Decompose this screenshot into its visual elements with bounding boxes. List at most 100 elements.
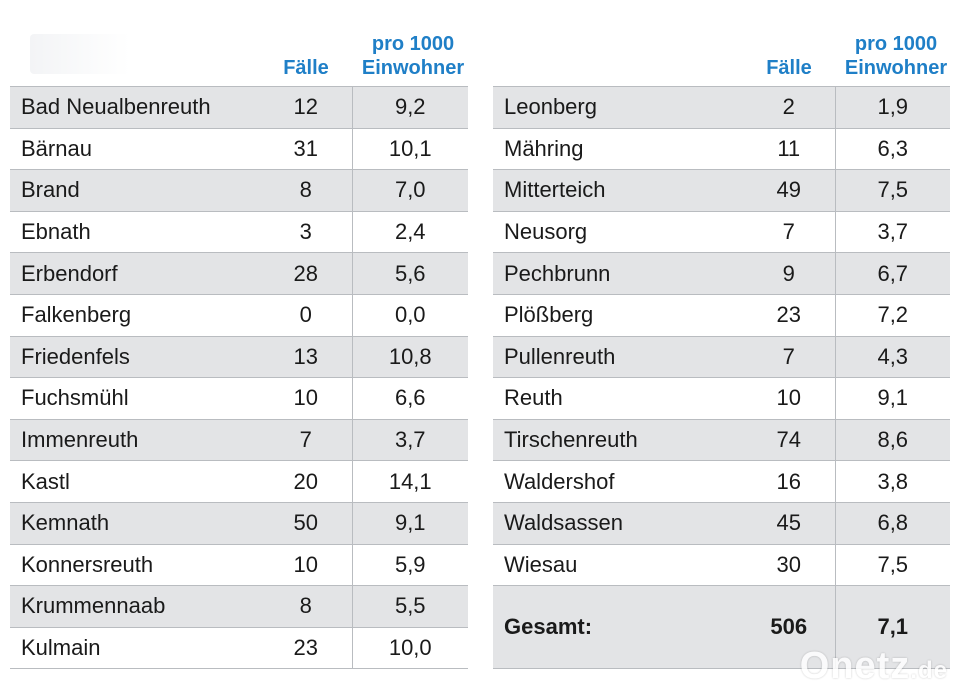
rate-cell: 7,2 — [834, 293, 950, 337]
cases-cell: 23 — [260, 626, 352, 670]
rate-cell: 7,5 — [834, 169, 950, 212]
table-row: Ebnath 3 2,4 — [10, 210, 468, 253]
table-row: Tirschenreuth 74 8,6 — [493, 418, 950, 461]
rate-column-header: pro 1000 Einwohner — [841, 32, 951, 80]
rate-cell: 3,7 — [351, 418, 468, 461]
table-row: Friedenfels 13 10,8 — [10, 335, 468, 378]
rate-cell: 5,5 — [351, 585, 468, 628]
rate-column-header: pro 1000 Einwohner — [358, 32, 468, 80]
municipality-cell: Bad Neualbenreuth — [10, 86, 260, 129]
municipality-cell: Fuchsmühl — [10, 377, 260, 420]
cases-cell: 7 — [260, 418, 352, 461]
rate-cell: 14,1 — [351, 460, 468, 503]
cases-cell: 11 — [743, 127, 835, 170]
municipality-cell: Mitterteich — [493, 169, 743, 212]
rate-cell: 3,8 — [834, 460, 950, 503]
rate-cell: 0,0 — [351, 293, 468, 337]
total-row: Gesamt: 506 7,1 — [493, 585, 950, 670]
rate-cell: 1,9 — [834, 86, 950, 129]
municipality-cell: Bärnau — [10, 127, 260, 170]
municipality-cell: Kulmain — [10, 626, 260, 670]
table-row: Mitterteich 49 7,5 — [493, 169, 950, 212]
municipality-cell: Reuth — [493, 377, 743, 420]
cases-cell: 2 — [743, 86, 835, 129]
cases-cell: 13 — [260, 335, 352, 378]
left-table-header: Fälle pro 1000 Einwohner — [10, 0, 468, 86]
total-cases: 506 — [743, 585, 835, 670]
table-row: Neusorg 7 3,7 — [493, 210, 950, 253]
municipality-cell: Pullenreuth — [493, 335, 743, 378]
rate-cell: 10,8 — [351, 335, 468, 378]
municipality-cell: Kemnath — [10, 501, 260, 545]
cases-cell: 23 — [743, 293, 835, 337]
cases-cell: 10 — [260, 377, 352, 420]
right-table-header: Fälle pro 1000 Einwohner — [493, 0, 950, 86]
rate-cell: 9,1 — [351, 501, 468, 545]
faelle-column-header: Fälle — [283, 57, 329, 79]
cases-cell: 50 — [260, 501, 352, 545]
municipality-cell: Krummennaab — [10, 585, 260, 628]
municipality-cell: Ebnath — [10, 210, 260, 253]
municipality-cell: Immenreuth — [10, 418, 260, 461]
table-row: Konnersreuth 10 5,9 — [10, 543, 468, 586]
table-row: Leonberg 2 1,9 — [493, 86, 950, 129]
rate-cell: 3,7 — [834, 210, 950, 253]
rate-cell: 9,2 — [351, 86, 468, 129]
municipality-cell: Plößberg — [493, 293, 743, 337]
watermark-main: Onetz — [799, 645, 911, 687]
right-data-table: Leonberg 2 1,9 Mähring 11 6,3 Mitterteich 49 7,5… — [493, 86, 950, 670]
municipality-cell: Waldershof — [493, 460, 743, 503]
rate-cell: 7,5 — [834, 543, 950, 586]
rate-cell: 6,6 — [351, 377, 468, 420]
left-data-table: Bad Neualbenreuth 12 9,2 Bärnau 31 10,1 Brand 8… — [10, 86, 468, 670]
watermark-suffix: .de — [910, 657, 948, 684]
table-row: Falkenberg 0 0,0 — [10, 293, 468, 337]
municipality-cell: Leonberg — [493, 86, 743, 129]
table-row: Waldsassen 45 6,8 — [493, 501, 950, 545]
municipality-cell: Falkenberg — [10, 293, 260, 337]
cases-cell: 0 — [260, 293, 352, 337]
table-row: Erbendorf 28 5,6 — [10, 252, 468, 295]
table-row: Mähring 11 6,3 — [493, 127, 950, 170]
rate-header-line2: Einwohner — [844, 57, 948, 79]
table-row: Brand 8 7,0 — [10, 169, 468, 212]
rate-cell: 5,9 — [351, 543, 468, 586]
right-table-panel: Fälle pro 1000 Einwohner Leonberg 2 1,9 Mäh… — [493, 0, 950, 670]
faelle-column-header: Fälle — [766, 57, 812, 79]
cases-cell: 3 — [260, 210, 352, 253]
table-row: Fuchsmühl 10 6,6 — [10, 377, 468, 420]
table-row: Pechbrunn 9 6,7 — [493, 252, 950, 295]
cases-cell: 74 — [743, 418, 835, 461]
cases-cell: 7 — [743, 335, 835, 378]
rate-cell: 10,1 — [351, 127, 468, 170]
cases-cell: 9 — [743, 252, 835, 295]
rate-header-line1: pro 1000 — [854, 33, 938, 55]
municipality-cell: Pechbrunn — [493, 252, 743, 295]
total-rate: 7,1 — [834, 585, 950, 670]
rate-cell: 6,7 — [834, 252, 950, 295]
table-row: Kemnath 50 9,1 — [10, 501, 468, 545]
total-label: Gesamt: — [493, 585, 743, 670]
municipality-cell: Neusorg — [493, 210, 743, 253]
municipality-cell: Brand — [10, 169, 260, 212]
table-row: Immenreuth 7 3,7 — [10, 418, 468, 461]
table-row: Kastl 20 14,1 — [10, 460, 468, 503]
blurred-header-label — [30, 34, 130, 74]
table-row: Plößberg 23 7,2 — [493, 293, 950, 337]
rate-cell: 8,6 — [834, 418, 950, 461]
table-row: Krummennaab 8 5,5 — [10, 585, 468, 628]
cases-cell: 28 — [260, 252, 352, 295]
onetz-watermark-logo: Onetz.de — [800, 645, 948, 688]
cases-cell: 30 — [743, 543, 835, 586]
rate-cell: 5,6 — [351, 252, 468, 295]
table-row: Bad Neualbenreuth 12 9,2 — [10, 86, 468, 129]
municipality-cell: Kastl — [10, 460, 260, 503]
municipality-cell: Tirschenreuth — [493, 418, 743, 461]
municipality-cell: Konnersreuth — [10, 543, 260, 586]
table-row: Reuth 10 9,1 — [493, 377, 950, 420]
municipality-cell: Friedenfels — [10, 335, 260, 378]
cases-cell: 12 — [260, 86, 352, 129]
rate-cell: 9,1 — [834, 377, 950, 420]
left-table-panel: Fälle pro 1000 Einwohner Bad Neualbenreu… — [10, 0, 468, 670]
table-row: Kulmain 23 10,0 — [10, 626, 468, 670]
